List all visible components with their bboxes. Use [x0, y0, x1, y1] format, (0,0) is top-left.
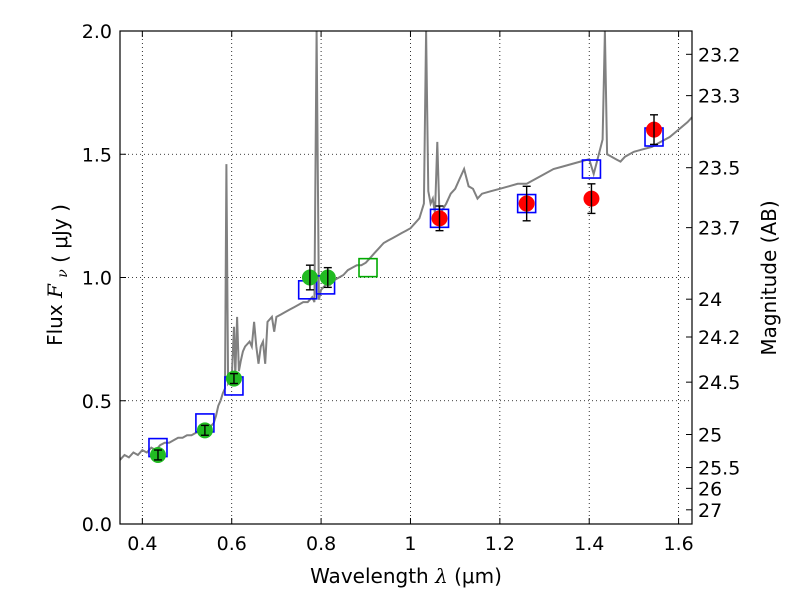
mag-tick-label: 25 — [698, 425, 722, 447]
y-axis-label-text: Flux — [43, 304, 67, 346]
x-tick-label: 1.4 — [574, 533, 604, 555]
model-square-marker — [358, 257, 378, 278]
mag-tick-label: 24 — [698, 289, 722, 311]
spectrum-line — [120, 31, 692, 461]
x-axis-label: Wavelength λ (μm) — [310, 564, 502, 588]
mag-tick-label: 26 — [698, 478, 722, 500]
y2-axis-label: Magnitude (AB) — [757, 200, 781, 355]
x-tick-label: 1.6 — [663, 533, 693, 555]
x-tick-label: 0.4 — [127, 533, 157, 555]
mag-tick-label: 23.5 — [698, 158, 740, 180]
y-axis-label-symbol: F — [43, 283, 67, 299]
mag-tick-label: 25.5 — [698, 458, 740, 480]
y-tick-label: 1.5 — [82, 144, 112, 166]
mag-tick-label: 24.2 — [698, 327, 740, 349]
x-axis-label-symbol: λ — [434, 564, 448, 588]
mag-tick-label: 23.2 — [698, 44, 740, 66]
mag-tick-label: 27 — [698, 500, 722, 522]
y-tick-label: 1.0 — [82, 268, 112, 290]
y-tick-label: 0.5 — [82, 391, 112, 413]
x-tick-label: 1.2 — [485, 533, 515, 555]
mag-tick-label: 24.5 — [698, 372, 740, 394]
x-axis-label-unit: (μm) — [454, 564, 502, 588]
axis-ticks: 0.4 0.6 0.8 1 1.2 1.4 1.6 0.0 0.5 1.0 1.5 2.0 23.2 23… — [82, 21, 741, 555]
mag-tick-label: 23.7 — [698, 218, 740, 240]
y-axis-label-unit: ( μJy ) — [48, 204, 72, 263]
model-square-marker — [581, 159, 602, 179]
y-axis-label: Flux F ν ( μJy ) — [43, 204, 72, 346]
x-axis-label-text: Wavelength — [310, 564, 429, 588]
y-tick-label: 0.0 — [82, 514, 112, 536]
x-tick-label: 1 — [404, 533, 416, 555]
mag-tick-label: 23.3 — [698, 86, 740, 108]
y-tick-label: 2.0 — [82, 21, 112, 43]
x-tick-label: 0.8 — [306, 533, 336, 555]
plot-marks — [120, 31, 692, 463]
x-tick-label: 0.6 — [217, 533, 247, 555]
y-axis-label-subscript: ν — [55, 269, 71, 278]
